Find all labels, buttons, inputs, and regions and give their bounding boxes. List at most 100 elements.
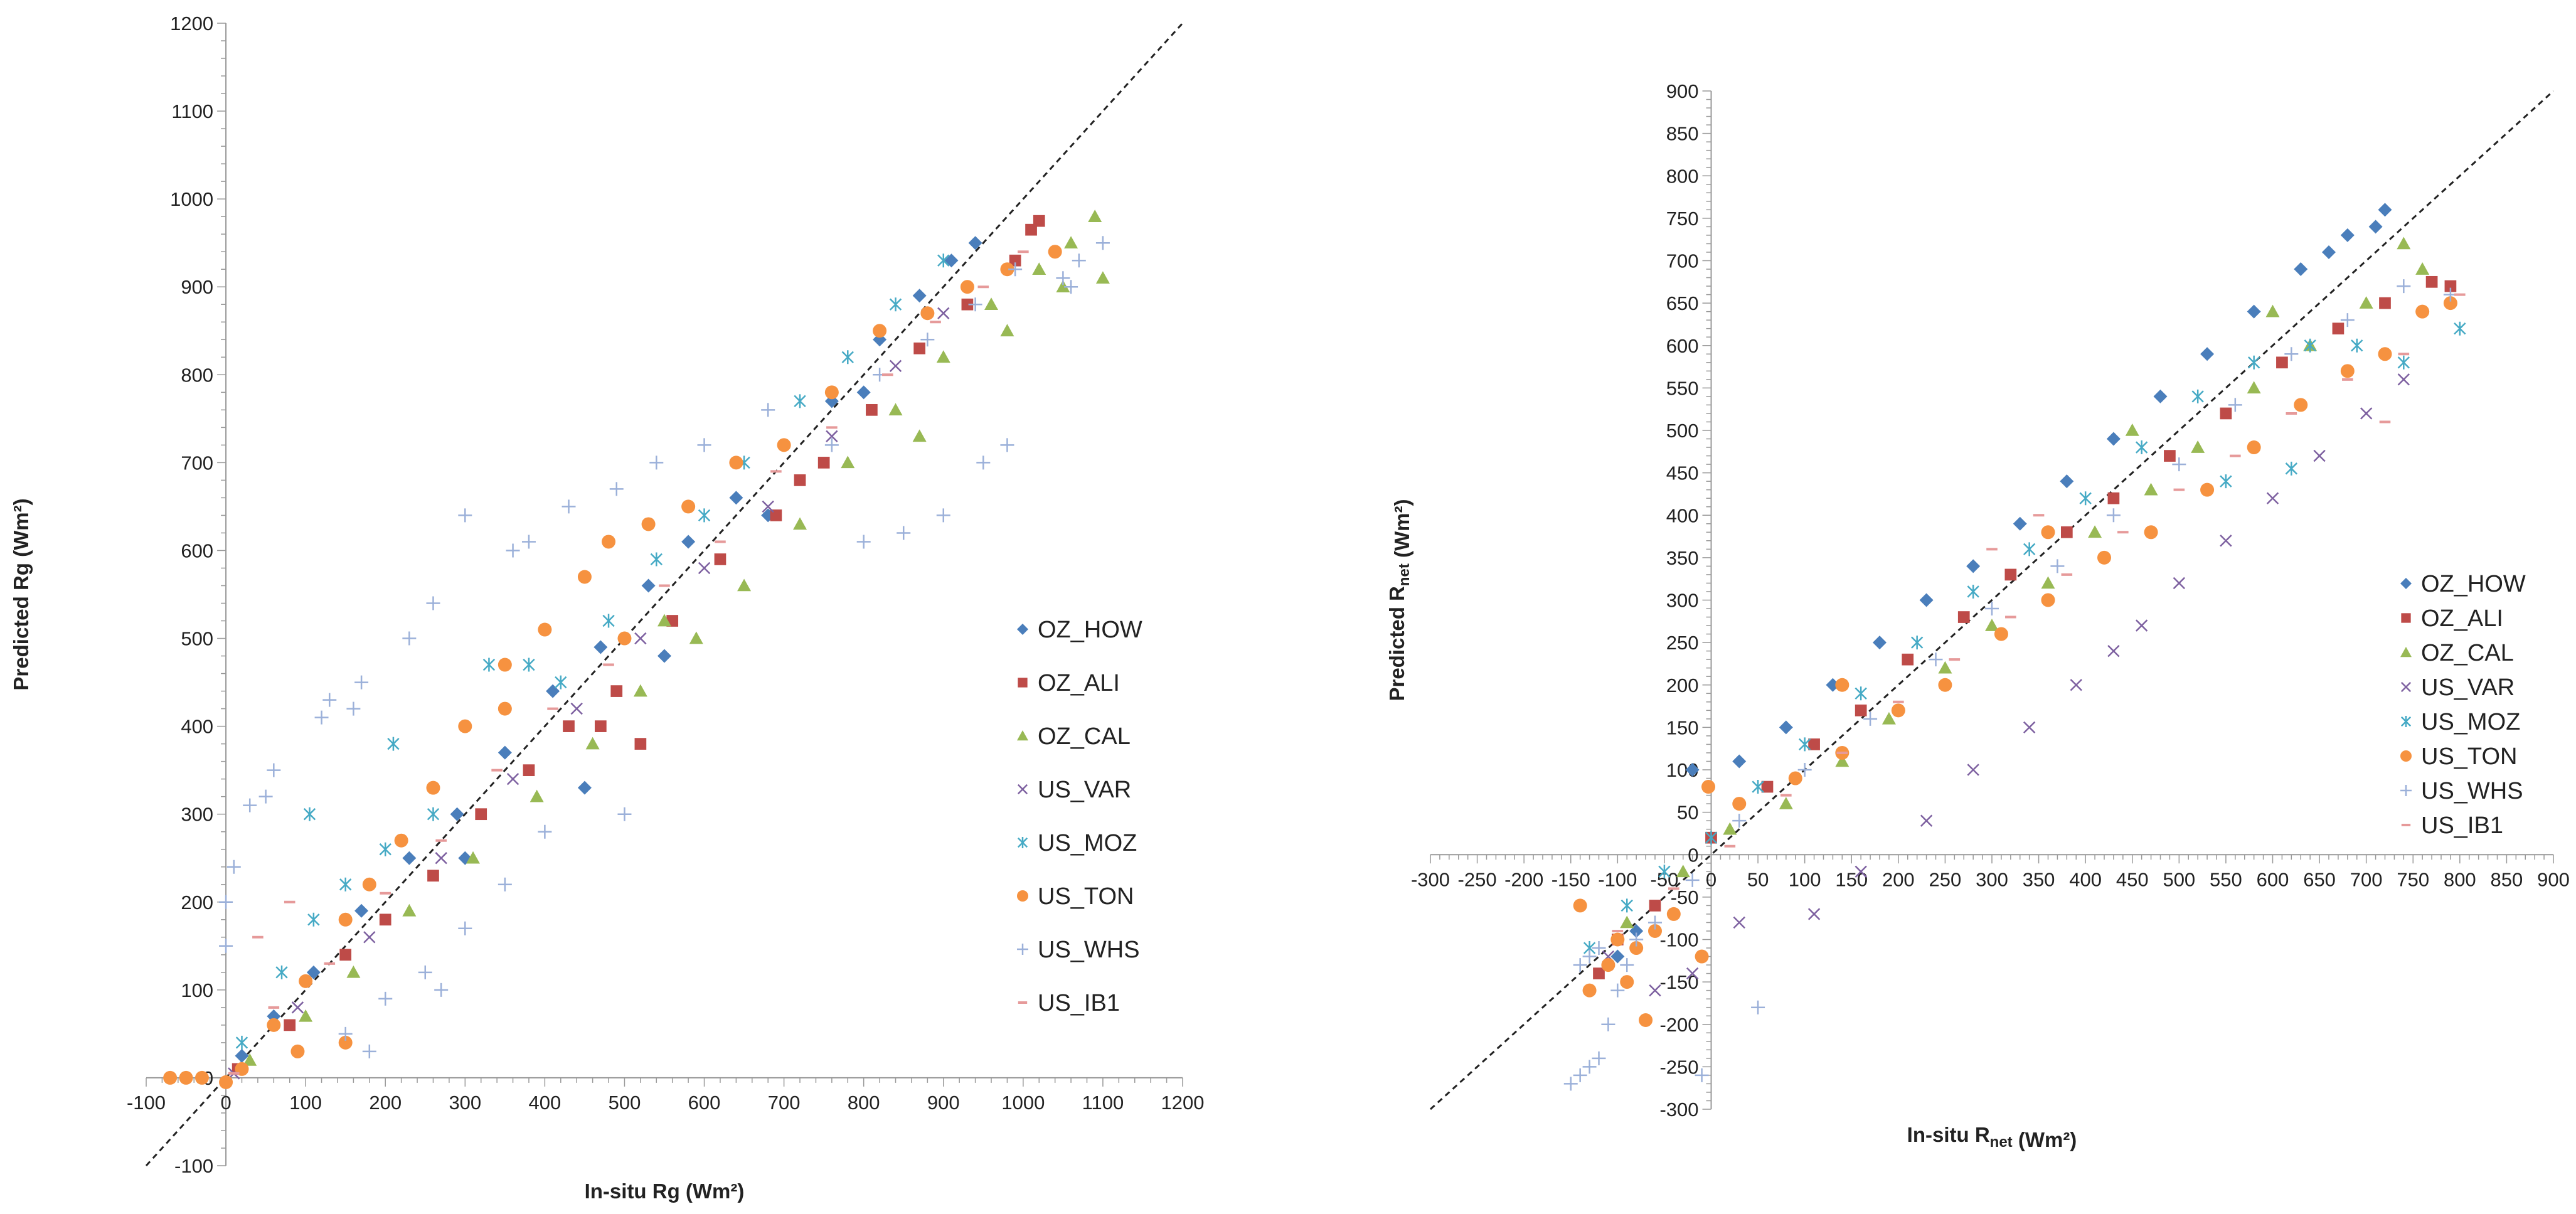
data-point [1563,1077,1578,1091]
data-point [2378,203,2392,217]
x-tick-label: 1100 [1082,1092,1124,1114]
data-point [2294,262,2308,277]
data-point [379,913,391,926]
y-tick-label: 750 [1666,208,1699,230]
y-tick-label: 800 [1666,165,1699,187]
series-us_moz [235,253,950,1050]
data-point [2378,347,2392,361]
data-point [2125,423,2139,436]
data-point [427,807,440,821]
data-point [458,719,472,733]
chart-rnet: -300 -250 -200 -150 -100 -50 0 50 100 150 200 250 30… [1385,80,2570,1151]
y-tick-label: 200 [181,892,213,913]
legend-entry: US_WHS [2421,778,2523,804]
legend-marker [2401,613,2411,623]
data-point [1751,1000,1765,1014]
data-point [657,614,671,627]
data-point [1732,754,1747,769]
data-point [1649,984,1661,997]
data-point [1808,738,1820,750]
data-point [794,394,806,408]
data-point [1881,711,1896,725]
x-tick-label: 850 [2491,868,2523,890]
data-point [163,1070,178,1085]
legend-entry: US_TON [1038,883,1134,910]
data-point [1966,559,1981,573]
data-point [1957,611,1970,623]
data-point [913,342,925,354]
y-tick-label: 300 [1666,590,1699,612]
data-point [698,508,711,523]
data-point [856,385,871,400]
legend-marker [1017,944,1028,955]
data-point [593,640,608,654]
data-point [1592,941,1606,956]
data-point [1967,584,1979,599]
data-point [1582,1060,1597,1074]
data-point [649,455,664,470]
data-point [1807,908,1821,920]
data-point [2191,440,2205,453]
one-to-one-line [1429,90,2555,1110]
data-point [2351,338,2363,353]
data-point [1902,653,1914,666]
data-point [577,780,592,795]
data-point [577,570,592,584]
data-point [841,455,855,469]
data-point [521,535,536,549]
data-point [2173,577,2186,590]
data-point [1891,703,1905,718]
data-point [968,236,982,250]
data-point [338,1026,353,1041]
data-point [1666,907,1681,921]
data-point [1620,915,1634,929]
data-point [1733,916,1745,929]
data-point [2172,457,2186,472]
series-us_var [228,307,950,1080]
x-tick-label: 900 [927,1092,960,1114]
data-point [2004,568,2017,581]
data-point [1088,210,1102,222]
data-point [610,685,623,697]
x-tick-label: 500 [2163,868,2195,890]
data-point [506,543,520,558]
data-point [826,430,838,443]
data-point [563,720,575,732]
legend-marker [2400,785,2412,796]
data-point [2135,440,2148,455]
data-point [1056,280,1070,293]
data-point [602,535,616,549]
data-point [339,949,352,961]
data-point [307,912,320,927]
y-tick-label: 150 [1666,716,1699,738]
data-point [968,297,982,312]
data-point [2340,313,2355,327]
x-tick-label: 300 [449,1092,481,1114]
y-tick-label: 400 [181,716,213,738]
data-point [794,474,806,486]
data-point [1601,958,1615,972]
y-tick-label: 500 [1666,420,1699,442]
x-tick-label: 700 [2350,868,2383,890]
x-tick-label: 100 [289,1092,322,1114]
series-us_ib1 [1612,293,2466,932]
data-point [1009,254,1021,267]
data-point [426,596,440,610]
data-point [498,701,512,716]
y-axis-title: Predicted Rg (Wm²) [9,498,33,690]
legend-entry: OZ_CAL [2421,640,2514,666]
data-point [394,833,408,848]
data-point [920,333,935,347]
legend-entry: US_TON [2421,743,2517,770]
data-point [634,632,647,645]
data-point [402,903,417,917]
x-tick-label: 1000 [1001,1092,1045,1114]
data-point [219,895,233,909]
data-point [538,824,552,839]
y-tick-label: 650 [1666,292,1699,314]
data-point [714,553,726,565]
series-us_ib1 [228,250,1029,1075]
data-point [1788,771,1802,785]
data-point [2415,262,2430,275]
data-point [498,658,512,672]
